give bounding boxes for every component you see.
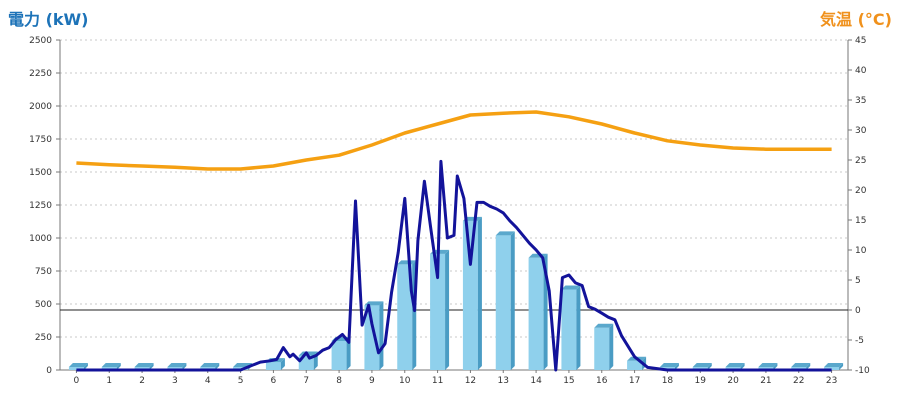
right-tick-label: 35 [855, 96, 866, 106]
right-tick-label: 30 [855, 126, 867, 136]
x-tick-label: 6 [271, 376, 277, 386]
bar-side [740, 363, 745, 370]
left-tick-label: 2250 [29, 69, 52, 79]
bar-top [397, 260, 417, 265]
x-tick-label: 3 [172, 376, 178, 386]
x-tick-label: 23 [826, 376, 837, 386]
right-tick-label: 20 [855, 186, 867, 196]
x-tick-label: 15 [563, 376, 574, 386]
bar-top [200, 363, 220, 367]
bar [397, 264, 413, 370]
x-tick-label: 0 [74, 376, 80, 386]
bar-top [495, 231, 515, 236]
bar-top [758, 363, 778, 367]
power-line-series [76, 159, 832, 372]
bar [627, 360, 643, 370]
right-tick-label: 40 [855, 66, 867, 76]
bar-top [791, 363, 811, 367]
x-tick-label: 4 [205, 376, 211, 386]
left-tick-label: 1250 [29, 201, 52, 211]
bar-side [445, 249, 450, 370]
left-tick-label: 500 [35, 300, 52, 310]
bar-top [594, 323, 614, 328]
right-tick-label: 15 [855, 216, 866, 226]
bar [430, 253, 446, 370]
bar-side [346, 336, 351, 370]
bar-side [215, 363, 220, 370]
right-axis-title: 気温 (°C) [820, 10, 892, 29]
bar [265, 362, 281, 370]
bar-top [167, 363, 187, 367]
bar-top [68, 363, 88, 367]
x-tick-label: 16 [596, 376, 608, 386]
bar-side [839, 363, 844, 370]
x-tick-label: 2 [139, 376, 145, 386]
left-tick-label: 2500 [29, 36, 52, 46]
left-axis-title: 電力 (kW) [8, 10, 89, 29]
left-tick-label: 750 [35, 267, 52, 277]
bar-top [725, 363, 745, 367]
bar-side [576, 285, 581, 370]
bar [462, 220, 478, 370]
bar-top [692, 363, 712, 367]
bar [594, 327, 610, 370]
x-tick-label: 8 [336, 376, 342, 386]
x-tick-label: 11 [432, 376, 443, 386]
x-tick-label: 5 [238, 376, 244, 386]
right-tick-label: 5 [855, 276, 861, 286]
x-tick-label: 20 [727, 376, 739, 386]
left-tick-label: 0 [46, 366, 52, 376]
bar-side [806, 363, 811, 370]
left-tick-label: 1000 [29, 234, 52, 244]
bar-side [510, 231, 515, 370]
right-tick-label: 0 [855, 306, 861, 316]
left-tick-label: 1500 [29, 168, 52, 178]
bar [364, 305, 380, 370]
bar-top [101, 363, 121, 367]
bar-top [134, 363, 154, 367]
x-tick-label: 19 [695, 376, 707, 386]
x-tick-label: 13 [498, 376, 509, 386]
bar-side [477, 216, 482, 370]
bar-top [659, 363, 679, 367]
x-tick-label: 1 [106, 376, 112, 386]
bar-side [674, 363, 679, 370]
x-tick-label: 21 [760, 376, 771, 386]
temperature-line-series [76, 110, 832, 171]
x-tick-label: 14 [530, 376, 542, 386]
left-tick-label: 2000 [29, 102, 52, 112]
bar [331, 340, 347, 370]
x-tick-label: 22 [793, 376, 804, 386]
bar-top [462, 216, 482, 221]
left-tick-label: 250 [35, 333, 52, 343]
right-tick-label: 10 [855, 246, 867, 256]
bar-side [773, 363, 778, 370]
x-tick-label: 7 [303, 376, 309, 386]
bar-side [182, 363, 187, 370]
bar-side [116, 363, 121, 370]
left-tick-label: 1750 [29, 135, 52, 145]
bar [495, 235, 511, 370]
x-tick-label: 9 [369, 376, 375, 386]
bar-top [561, 285, 581, 290]
right-tick-label: 45 [855, 36, 866, 46]
right-tick-label: 25 [855, 156, 866, 166]
bar-side [149, 363, 154, 370]
x-tick-label: 17 [629, 376, 640, 386]
x-tick-label: 18 [662, 376, 674, 386]
bar-side [379, 301, 384, 370]
bar-side [707, 363, 712, 370]
right-tick-label: -5 [855, 336, 864, 346]
bar-side [280, 358, 285, 370]
x-tick-label: 12 [465, 376, 476, 386]
bar [561, 289, 577, 370]
bar-top [824, 363, 844, 367]
bar [528, 257, 544, 370]
bar-side [609, 323, 614, 370]
right-tick-label: -10 [855, 366, 870, 376]
bar-side [83, 363, 88, 370]
x-tick-label: 10 [399, 376, 411, 386]
